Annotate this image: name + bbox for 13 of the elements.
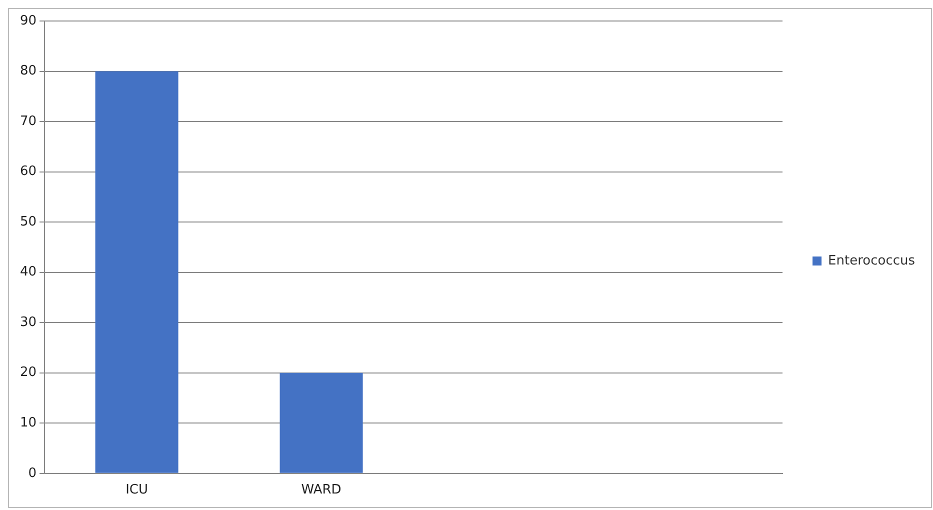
y-tick-label: 70	[20, 114, 37, 129]
x-tick-label: ICU	[126, 482, 148, 498]
y-tick-label: 40	[20, 264, 37, 280]
y-tick-label: 20	[20, 365, 37, 380]
y-tick-label: 10	[20, 416, 37, 431]
legend-label: Enterococcus	[828, 253, 916, 268]
y-tick-label: 80	[20, 64, 37, 79]
x-tick-label: WARD	[301, 482, 342, 498]
y-tick-label: 0	[28, 466, 37, 481]
y-tick-label: 30	[20, 314, 37, 330]
y-tick-label: 60	[20, 164, 37, 180]
y-tick-label: 50	[20, 214, 37, 230]
y-tick-label: 90	[20, 13, 37, 28]
